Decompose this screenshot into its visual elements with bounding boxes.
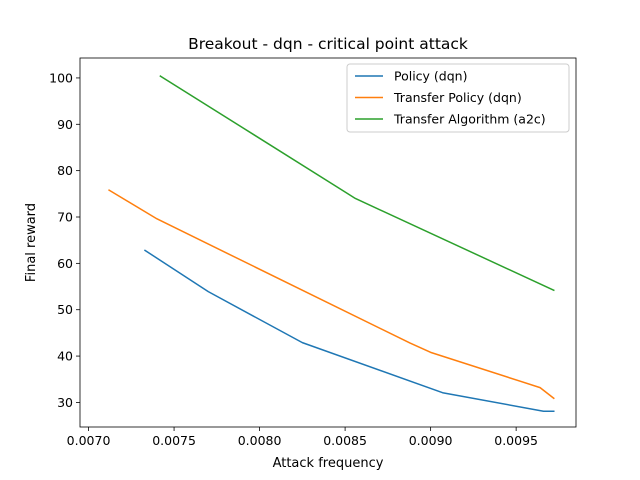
x-axis: 0.0070 0.0075 0.0080 0.0085 0.0090 0.0095 (67, 427, 538, 448)
y-tick-label: 100 (49, 70, 73, 85)
series-layer (108, 75, 555, 412)
x-tick-label: 0.0090 (409, 433, 453, 448)
y-tick-label: 40 (57, 349, 73, 364)
legend-box (346, 63, 570, 133)
legend: Policy (dqn) Transfer Policy (dqn) Transfe… (346, 63, 570, 133)
x-tick-label: 0.0085 (323, 433, 367, 448)
legend-label-3: Transfer Algorithm (a2c) (393, 112, 546, 127)
legend-label-2: Transfer Policy (dqn) (393, 90, 522, 105)
y-axis-label: Final reward (24, 203, 39, 282)
x-tick-label: 0.0070 (67, 433, 111, 448)
plot-frame (79, 57, 577, 428)
y-tick-label: 70 (57, 210, 73, 225)
series-line-1 (143, 249, 555, 412)
x-tick-label: 0.0095 (494, 433, 538, 448)
series-line-3 (159, 75, 555, 292)
x-tick-label: 0.0080 (238, 433, 282, 448)
y-axis: 30 40 50 60 70 80 90 100 (49, 70, 80, 410)
y-tick-label: 60 (57, 256, 73, 271)
y-tick-label: 30 (57, 395, 73, 410)
legend-label-1: Policy (dqn) (394, 69, 467, 84)
x-axis-label: Attack frequency (273, 456, 384, 471)
y-tick-label: 90 (57, 117, 73, 132)
x-tick-label: 0.0075 (152, 433, 196, 448)
series-line-2 (108, 189, 555, 400)
y-tick-label: 50 (57, 302, 73, 317)
y-tick-label: 80 (57, 163, 73, 178)
chart-title: Breakout - dqn - critical point attack (188, 35, 468, 53)
